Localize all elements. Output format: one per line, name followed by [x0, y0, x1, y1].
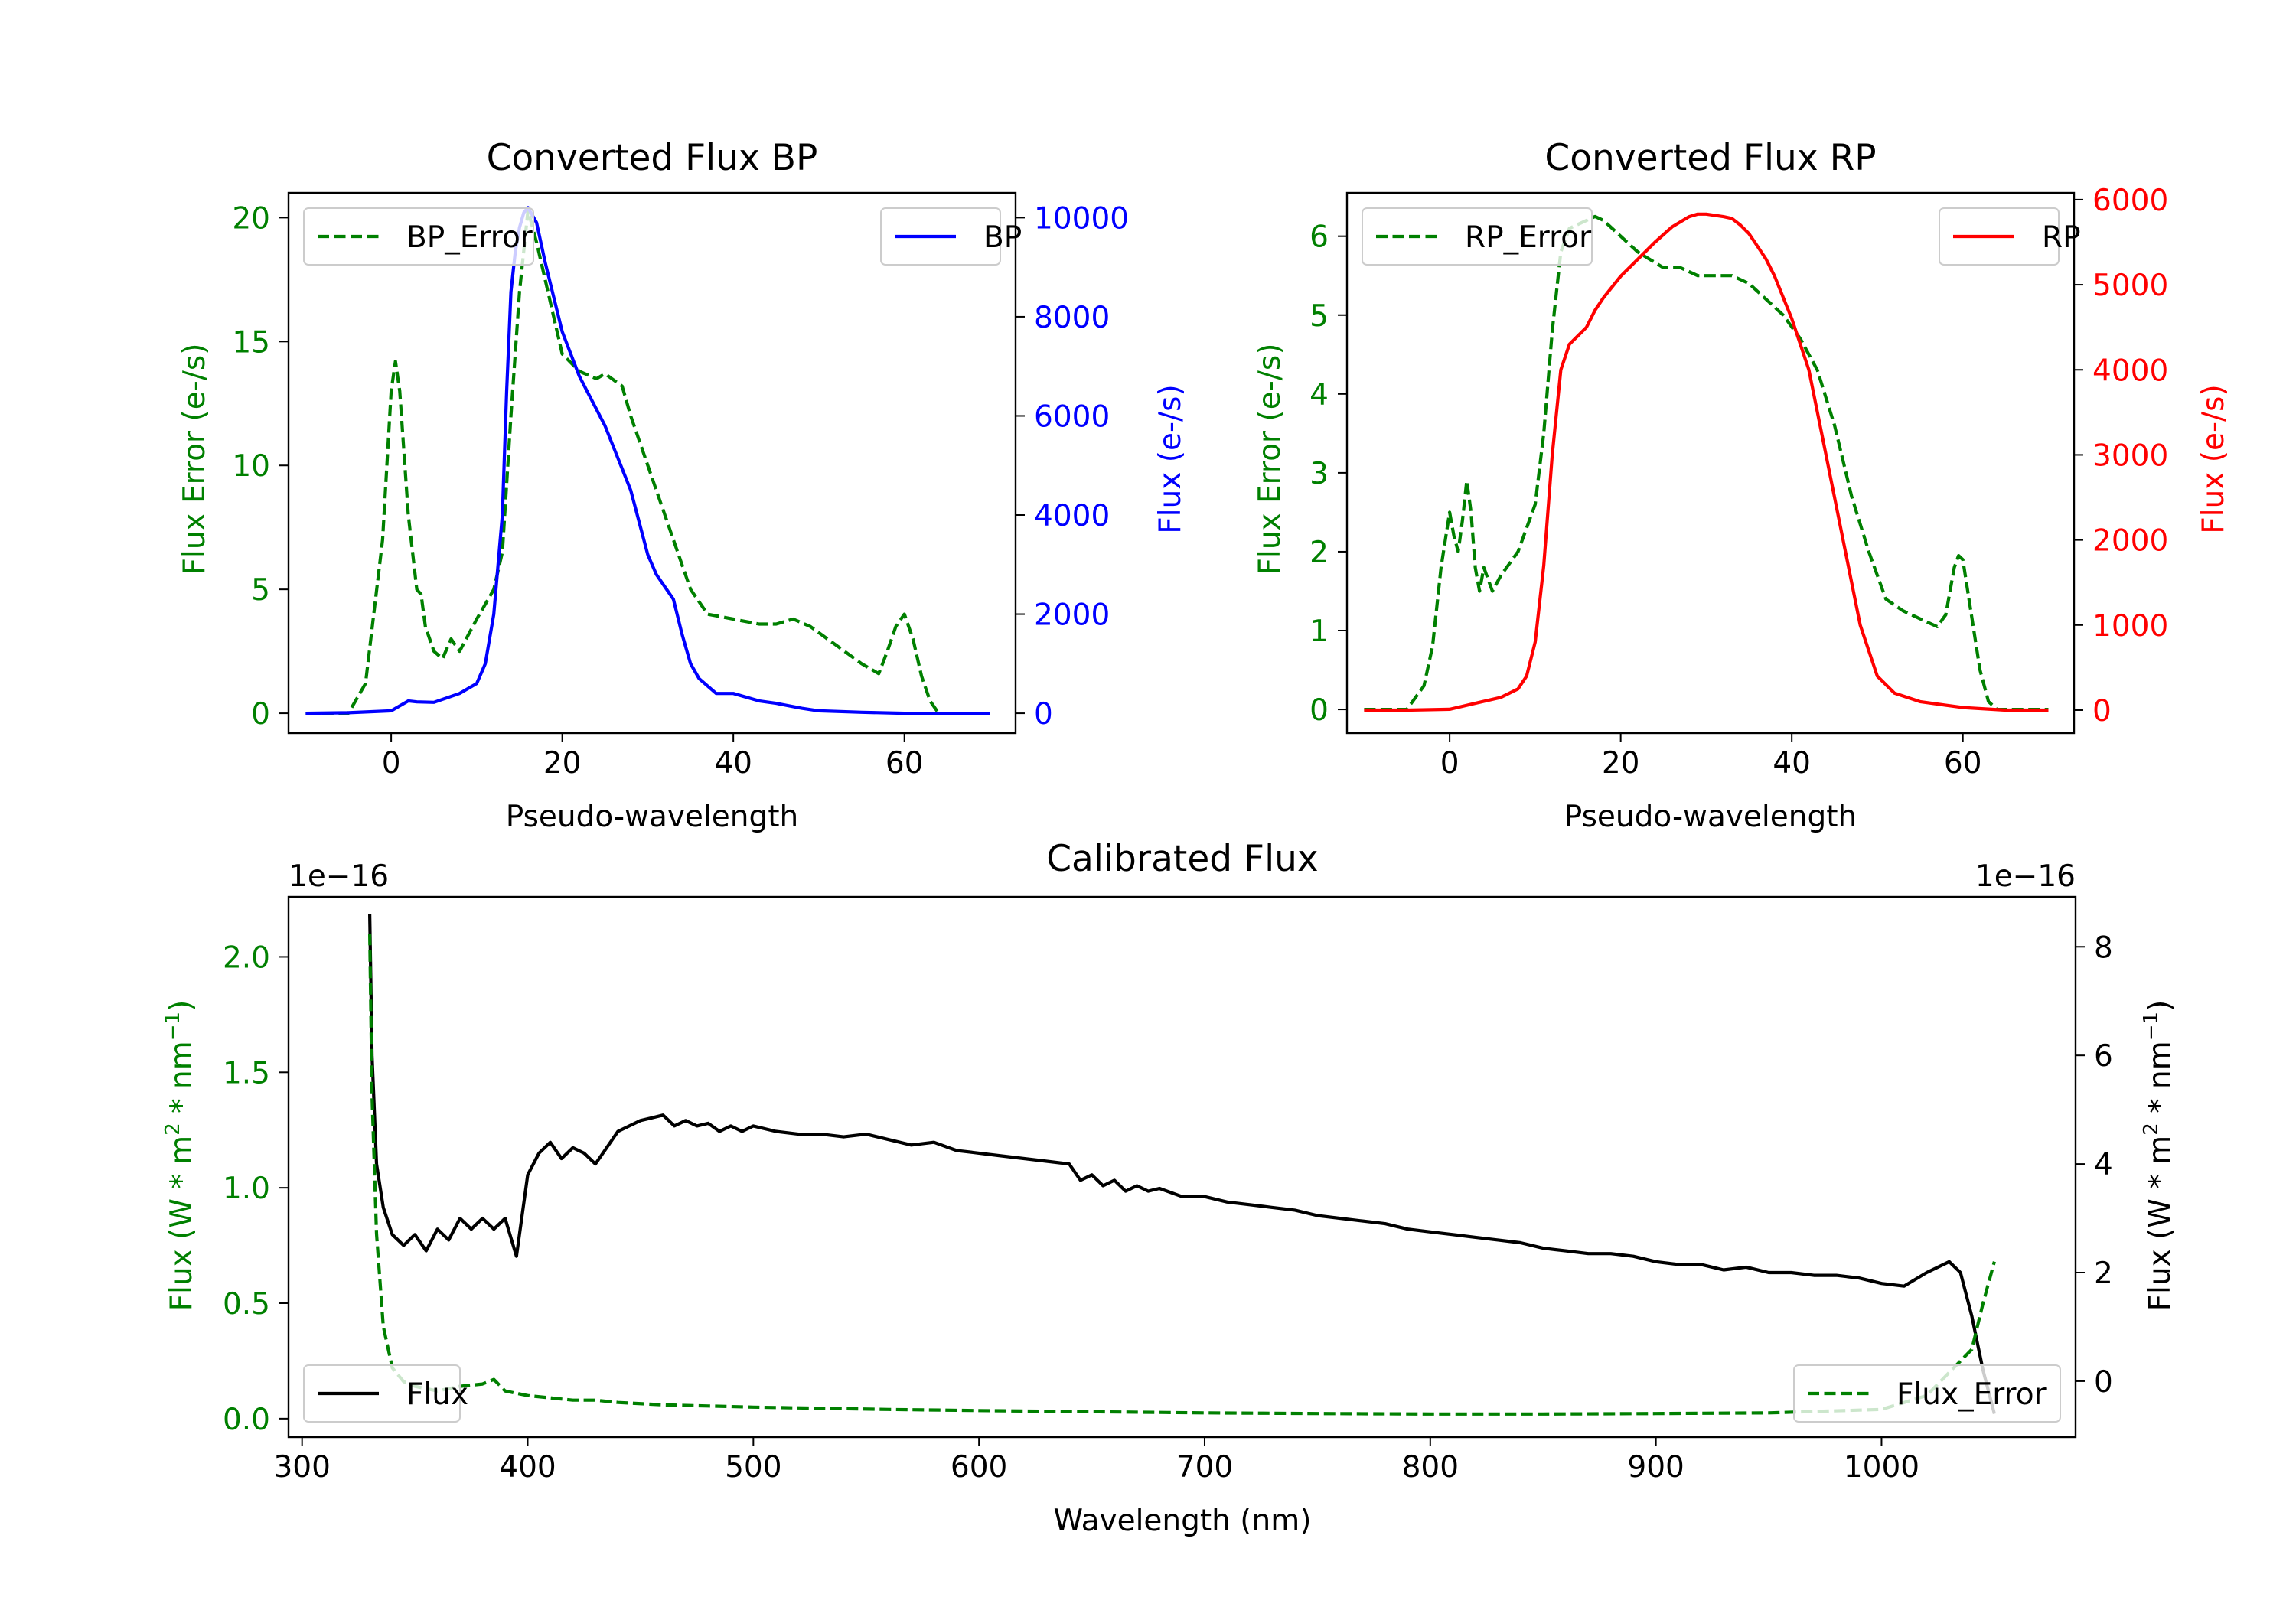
right-y-tick-label: 6: [2094, 1039, 2113, 1074]
left-y-tick-label: 4: [1309, 378, 1329, 412]
legend-box: [1793, 1364, 2061, 1423]
right-axis-label: Flux (W * m2 * nm−1): [2140, 1000, 2177, 1312]
left-y-tick-label: 1.5: [223, 1056, 270, 1090]
right-y-tick-label: 0: [2094, 1365, 2113, 1400]
legend-box: [1362, 207, 1593, 266]
plot-frame: [1345, 191, 2076, 735]
series-line-bp-error: [305, 208, 990, 715]
legend-label: RP_Error: [1465, 220, 1592, 255]
x-tick-label: 700: [1176, 1450, 1233, 1485]
x-tick-label: 0: [382, 746, 401, 781]
left-y-tick-label: 2: [1309, 536, 1329, 570]
x-tick-label: 60: [885, 746, 924, 781]
plot-frame: [287, 191, 1017, 735]
right-axis-label: Flux (e-/s): [2197, 384, 2231, 533]
right-y-tick-label: 0: [1034, 697, 1053, 732]
x-tick-label: 0: [1440, 746, 1459, 781]
right-y-tick-label: 1000: [2092, 609, 2168, 644]
x-tick-label: 60: [1944, 746, 1982, 781]
right-y-tick-label: 4000: [2092, 354, 2168, 388]
x-tick-label: 1000: [1844, 1450, 1919, 1485]
x-tick-label: 400: [499, 1450, 556, 1485]
legend-label: BP_Error: [406, 220, 533, 255]
right-y-tick-label: 2000: [2092, 524, 2168, 559]
series-line-rp: [1364, 212, 2049, 712]
left-y-tick-label: 10: [232, 449, 270, 484]
legend-box: [303, 1364, 461, 1423]
legend: RP: [1939, 207, 2081, 266]
left-axis-label: Flux Error (e-/s): [178, 344, 212, 575]
legend-label: Flux_Error: [1896, 1377, 2047, 1412]
right-y-tick-label: 4000: [1034, 499, 1110, 533]
right-offset-text: 1e−16: [1975, 859, 2076, 894]
right-y-tick-label: 5000: [2092, 269, 2168, 303]
left-offset-text: 1e−16: [289, 859, 389, 894]
x-axis-label: Pseudo-wavelength: [1564, 800, 1857, 834]
left-y-tick-label: 0.0: [223, 1403, 270, 1437]
series-line-bp: [305, 206, 990, 715]
x-tick-label: 40: [714, 746, 752, 781]
right-y-tick-label: 8: [2094, 931, 2113, 965]
left-axis-label: Flux Error (e-/s): [1253, 344, 1287, 575]
right-y-tick-label: 2: [2094, 1257, 2113, 1291]
right-y-tick-label: 4: [2094, 1148, 2113, 1182]
legend: Flux: [303, 1364, 468, 1423]
x-tick-label: 900: [1627, 1450, 1684, 1485]
right-y-tick-label: 6000: [1034, 399, 1110, 434]
chart-title: Calibrated Flux: [1046, 838, 1319, 880]
legend-label: BP: [983, 220, 1022, 255]
x-tick-label: 600: [951, 1450, 1007, 1485]
x-tick-label: 40: [1773, 746, 1811, 781]
chart-rp: Converted Flux RP Pseudo-wavelength Flux…: [1253, 137, 2231, 834]
x-tick-label: 800: [1402, 1450, 1459, 1485]
x-axis-label: Pseudo-wavelength: [506, 800, 798, 834]
left-axis-label: Flux (W * m2 * nm−1): [161, 1000, 199, 1312]
legend: BP_Error: [303, 207, 534, 266]
left-y-tick-label: 20: [232, 201, 270, 236]
right-y-tick-label: 10000: [1034, 201, 1129, 236]
left-y-tick-label: 5: [251, 573, 270, 608]
left-y-tick-label: 0: [251, 697, 270, 732]
left-y-tick-label: 6: [1309, 220, 1329, 255]
right-y-tick-label: 0: [2092, 694, 2112, 729]
plot-frame: [287, 895, 2077, 1439]
left-y-tick-label: 15: [232, 325, 270, 360]
left-y-tick-label: 0: [1309, 693, 1329, 728]
right-y-tick-label: 8000: [1034, 301, 1110, 335]
legend-label: Flux: [406, 1377, 468, 1412]
left-y-tick-label: 5: [1309, 299, 1329, 334]
left-y-tick-label: 1.0: [223, 1172, 270, 1206]
left-y-tick-label: 3: [1309, 457, 1329, 491]
series-group: [1364, 212, 2049, 712]
series-group: [305, 206, 990, 715]
legend-label: RP: [2042, 220, 2081, 255]
x-tick-label: 500: [725, 1450, 781, 1485]
right-axis-label: Flux (e-/s): [1153, 384, 1188, 533]
x-tick-label: 300: [273, 1450, 330, 1485]
chart-title: Converted Flux RP: [1544, 137, 1876, 179]
legend-box: [303, 207, 534, 266]
chart-bp: Converted Flux BP Pseudo-wavelength Flux…: [178, 137, 1188, 834]
left-y-tick-label: 2.0: [223, 940, 270, 975]
x-tick-label: 20: [543, 746, 582, 781]
left-y-tick-label: 0.5: [223, 1287, 270, 1322]
left-y-tick-label: 1: [1309, 614, 1329, 649]
legend: BP: [880, 207, 1022, 266]
series-line-rp-error: [1364, 214, 2049, 712]
legend: Flux_Error: [1793, 1364, 2061, 1423]
x-axis-label: Wavelength (nm): [1054, 1504, 1312, 1538]
right-y-tick-label: 2000: [1034, 598, 1110, 633]
right-y-tick-label: 3000: [2092, 438, 2168, 473]
series-line-flux: [368, 914, 1996, 1415]
chart-calibrated: Calibrated Flux Wavelength (nm) 1e−16 1e…: [161, 838, 2177, 1538]
right-y-tick-label: 6000: [2092, 184, 2168, 218]
legend: RP_Error: [1362, 207, 1593, 266]
x-tick-label: 20: [1602, 746, 1640, 781]
chart-title: Converted Flux BP: [487, 137, 818, 179]
